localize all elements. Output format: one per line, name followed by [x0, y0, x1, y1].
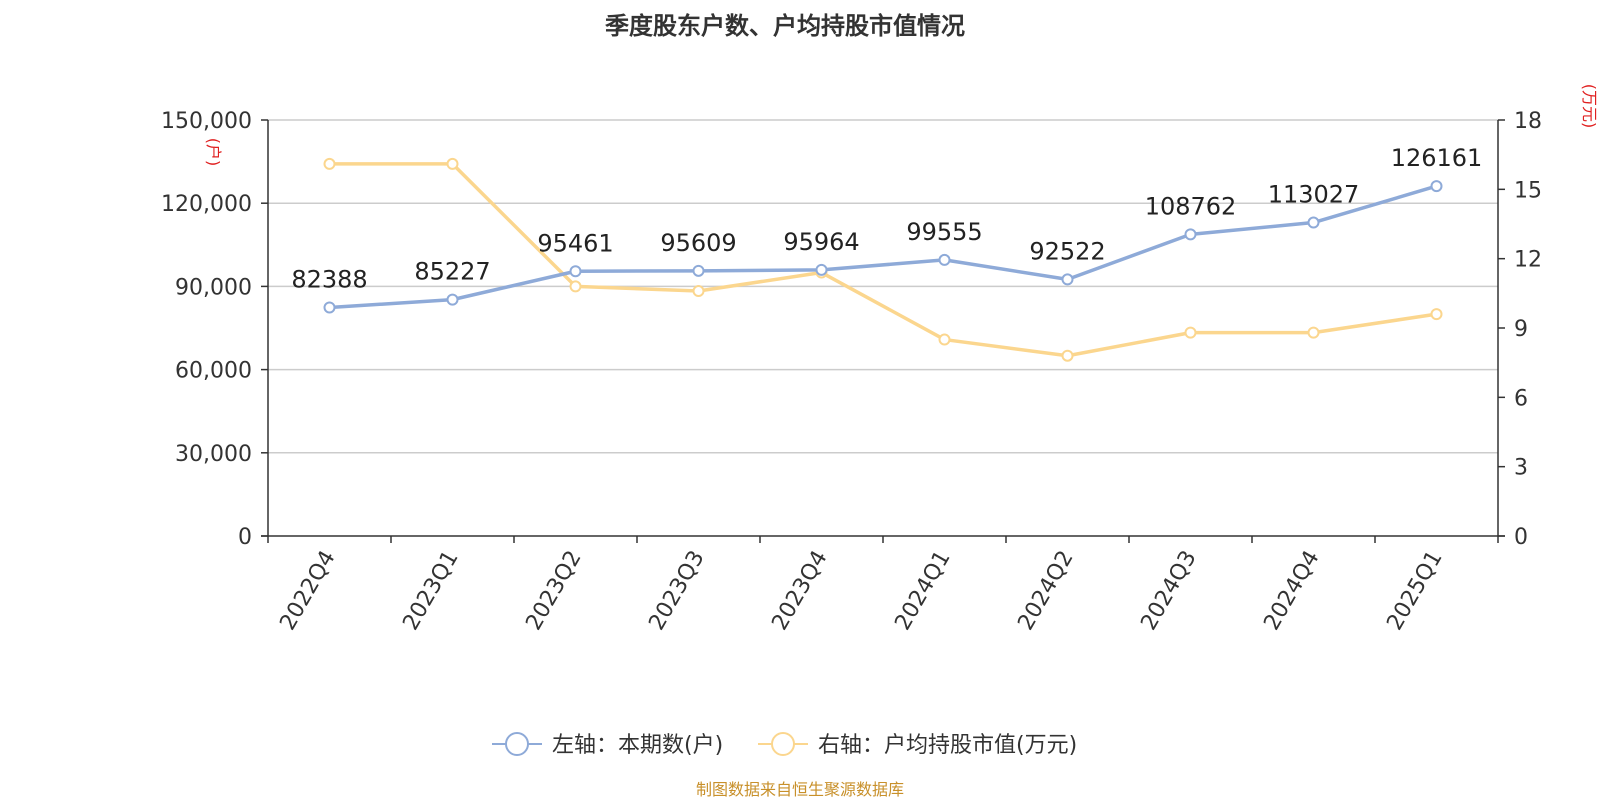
data-label: 113027 — [1268, 181, 1360, 209]
right-axis-unit-label: (万元) — [1580, 84, 1599, 129]
data-label: 92522 — [1029, 237, 1105, 265]
data-point — [323, 157, 336, 170]
chart-title: 季度股东户数、户均持股市值情况 — [605, 12, 965, 40]
data-point — [1307, 326, 1320, 339]
left-axis-tick-label: 120,000 — [161, 192, 252, 217]
legend-label: 右轴：户均持股市值(万元) — [818, 733, 1077, 758]
legend-marker — [505, 732, 529, 756]
data-point — [446, 293, 459, 306]
data-point — [323, 301, 336, 314]
data-label: 95461 — [537, 229, 613, 257]
x-axis-tick-label: 2025Q1 — [1382, 547, 1447, 635]
legend-marker — [771, 732, 795, 756]
data-point — [692, 264, 705, 277]
data-label: 95964 — [783, 228, 859, 256]
series-lines — [323, 157, 1443, 362]
left-axis-tick-label: 60,000 — [175, 359, 252, 384]
x-axis-tick-label: 2023Q2 — [521, 547, 586, 635]
x-axis-tick-label: 2023Q3 — [644, 547, 709, 635]
right-axis-tick-label: 18 — [1514, 109, 1542, 134]
series-line — [329, 184, 1437, 310]
data-label: 95609 — [660, 229, 736, 257]
x-axis-tick-label: 2023Q1 — [398, 547, 463, 635]
legend-label: 左轴：本期数(户) — [552, 733, 723, 758]
data-point — [1430, 308, 1443, 321]
left-axis-tick-label: 150,000 — [161, 109, 252, 134]
right-axis-tick-label: 0 — [1514, 525, 1528, 550]
right-axis-tick-label: 6 — [1514, 386, 1528, 411]
data-point — [1184, 228, 1197, 241]
data-point — [446, 157, 459, 170]
data-labels: 82388 85227 95461 95609 95964 99555 92522 10876… — [291, 144, 1482, 293]
x-axis-tick-label: 2024Q4 — [1259, 547, 1324, 635]
data-label: 126161 — [1391, 144, 1483, 172]
data-point — [692, 285, 705, 298]
data-point — [815, 263, 828, 276]
grid-lines — [268, 119, 1498, 454]
left-axis-tick-label: 0 — [238, 525, 252, 550]
data-point — [938, 333, 951, 346]
data-point — [1430, 180, 1443, 193]
x-axis-tick-label: 2023Q4 — [767, 547, 832, 635]
x-axis-tick-label: 2022Q4 — [275, 547, 340, 635]
x-axis-tick-label: 2024Q3 — [1136, 547, 1201, 635]
data-point — [1061, 273, 1074, 286]
right-axis-tick-label: 12 — [1514, 248, 1542, 273]
left-axis-unit-label: (户) — [204, 138, 223, 167]
x-axis-tick-label: 2024Q1 — [890, 547, 955, 635]
data-point — [938, 253, 951, 266]
right-axis-tick-label: 3 — [1514, 456, 1528, 481]
legend: 左轴：本期数(户) 右轴：户均持股市值(万元) — [492, 732, 1077, 758]
data-point — [569, 265, 582, 278]
left-axis-tick-label: 90,000 — [175, 275, 252, 300]
x-axis-tick-label: 2024Q2 — [1013, 547, 1078, 635]
data-point — [1307, 216, 1320, 229]
data-label: 82388 — [291, 266, 367, 294]
data-point — [1061, 349, 1074, 362]
data-point — [1184, 326, 1197, 339]
data-label: 108762 — [1145, 192, 1237, 220]
right-axis-tick-label: 9 — [1514, 317, 1528, 342]
data-label: 85227 — [414, 258, 490, 286]
series-line — [329, 162, 1437, 358]
data-label: 99555 — [906, 218, 982, 246]
right-axis-tick-label: 15 — [1514, 178, 1542, 203]
source-note: 制图数据来自恒生聚源数据库 — [696, 780, 904, 799]
data-point — [569, 280, 582, 293]
left-axis-tick-label: 30,000 — [175, 442, 252, 467]
